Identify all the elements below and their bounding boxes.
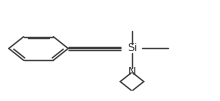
- Text: N: N: [128, 67, 136, 77]
- Text: Si: Si: [127, 43, 137, 54]
